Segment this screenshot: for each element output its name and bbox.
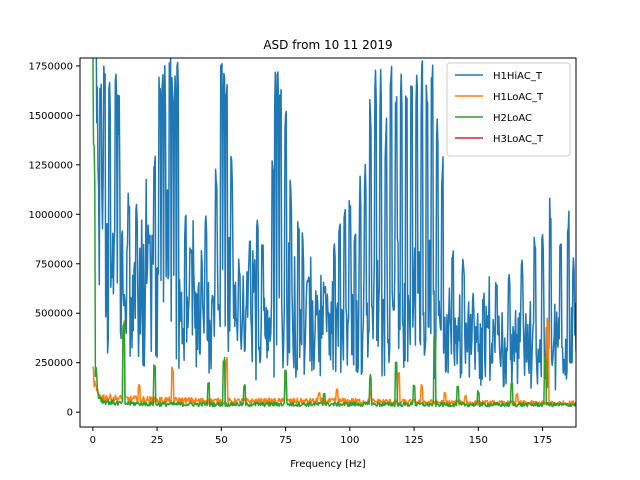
y-tick-label: 250000 <box>35 358 73 369</box>
legend-label: H2LoAC <box>493 113 532 124</box>
ticks-layer: 0 25 50 75 100 125 150 175 0 250000 500000 750000 10… <box>28 61 552 446</box>
y-tick-label: 0 <box>67 408 73 419</box>
legend-box <box>446 62 571 157</box>
x-tick-label: 125 <box>405 435 424 446</box>
y-tick-label: 500000 <box>35 309 73 320</box>
x-axis-label: Frequency [Hz] <box>290 459 366 470</box>
y-tick-label: 1000000 <box>28 210 73 221</box>
x-tick-label: 100 <box>340 435 359 446</box>
series-line-H2LoAC <box>92 58 576 408</box>
y-tick-label: 1750000 <box>28 61 73 72</box>
x-tick-label: 50 <box>215 435 228 446</box>
y-tick-label: 1500000 <box>28 111 73 122</box>
legend-label: H3LoAC_T <box>493 134 544 145</box>
chart-title: ASD from 10 11 2019 <box>263 38 392 52</box>
x-tick-label: 25 <box>151 435 164 446</box>
legend-label: H1HiAC_T <box>493 71 543 82</box>
legend: H1HiAC_T H1LoAC_T H2LoAC H3LoAC_T <box>446 62 571 157</box>
series-layer <box>92 58 576 408</box>
plot-frame <box>79 57 577 428</box>
series-line-H1HiAC_T <box>95 58 576 391</box>
x-tick-label: 150 <box>469 435 488 446</box>
y-tick-label: 750000 <box>35 259 73 270</box>
x-tick-label: 175 <box>533 435 552 446</box>
x-tick-label: 75 <box>279 435 292 446</box>
x-tick-label: 0 <box>90 435 96 446</box>
y-tick-label: 1250000 <box>28 160 73 171</box>
legend-label: H1LoAC_T <box>493 92 544 103</box>
